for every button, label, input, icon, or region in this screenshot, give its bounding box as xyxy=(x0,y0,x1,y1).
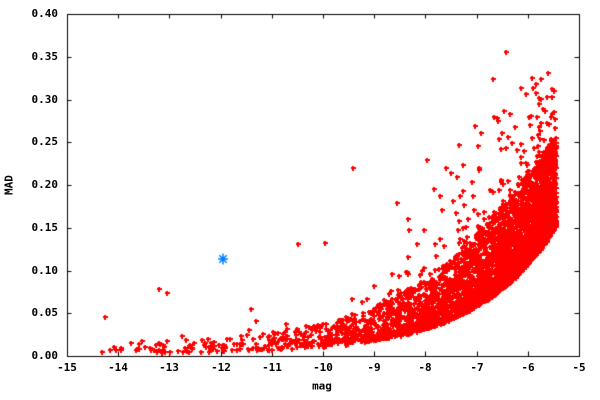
y-tick-label: 0.35 xyxy=(31,50,59,63)
y-tick-label: 0.40 xyxy=(31,7,59,20)
x-tick-label: -10 xyxy=(313,361,333,374)
y-tick-label: 0.15 xyxy=(31,221,59,234)
x-tick-label: -9 xyxy=(367,361,381,374)
x-tick-label: -8 xyxy=(418,361,432,374)
x-tick-label: -15 xyxy=(57,361,77,374)
x-axis-title: mag xyxy=(312,379,332,393)
y-tick-label: 0.20 xyxy=(31,178,59,191)
x-tick-label: -11 xyxy=(262,361,282,374)
y-tick-label: 0.30 xyxy=(31,93,59,106)
y-tick-label: 0.00 xyxy=(31,349,59,362)
x-tick-label: -6 xyxy=(521,361,535,374)
y-tick-label: 0.25 xyxy=(31,135,59,148)
x-tick-label: -12 xyxy=(211,361,231,374)
x-tick-label: -5 xyxy=(572,361,586,374)
x-tick-label: -7 xyxy=(470,361,484,374)
y-tick-label: 0.10 xyxy=(31,264,59,277)
x-tick-label: -14 xyxy=(108,361,128,374)
y-tick-label: 0.05 xyxy=(31,306,59,319)
x-tick-label: -13 xyxy=(159,361,179,374)
y-axis-title: MAD xyxy=(2,175,16,195)
